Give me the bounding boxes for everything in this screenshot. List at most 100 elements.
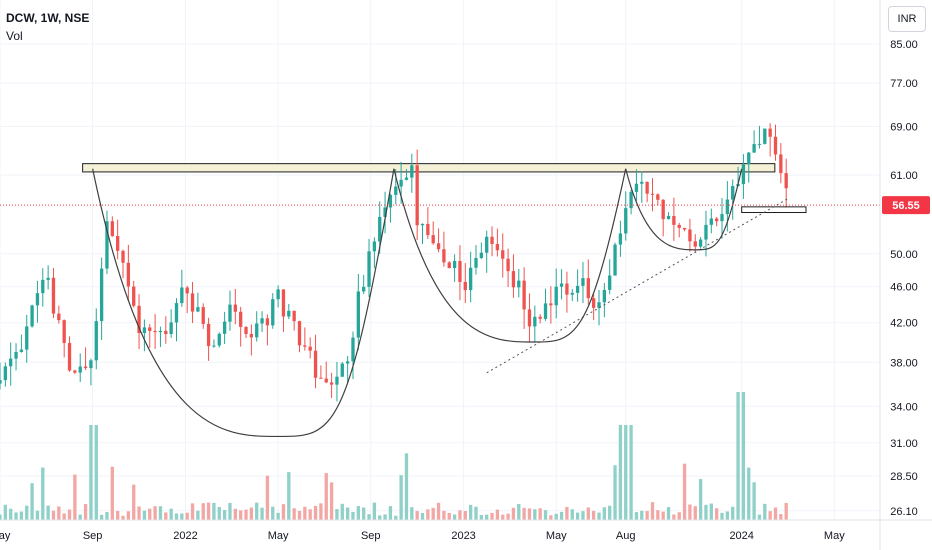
volume-bar xyxy=(132,484,136,520)
candle-body xyxy=(62,320,66,343)
y-tick-label: 61.00 xyxy=(890,170,918,182)
volume-bar xyxy=(597,512,601,520)
volume-bar xyxy=(388,506,393,520)
candle-body xyxy=(463,281,467,291)
volume-bar xyxy=(67,509,72,520)
volume-bar xyxy=(0,514,2,520)
currency-button[interactable]: INR xyxy=(888,6,926,32)
candle-body xyxy=(490,236,494,245)
volume-bar xyxy=(624,425,628,520)
candle-body xyxy=(677,224,681,228)
volume-bar xyxy=(581,511,585,520)
volume-bar xyxy=(335,509,339,520)
candle-body xyxy=(244,326,248,334)
candle-body xyxy=(565,283,569,295)
volume-bar xyxy=(698,479,703,520)
candle-body xyxy=(458,260,462,282)
volume-bar xyxy=(228,502,232,520)
candle-body xyxy=(709,218,713,225)
cup-arc xyxy=(625,168,743,251)
volume-bar xyxy=(763,503,767,520)
volume-bar xyxy=(725,511,730,520)
candle-body xyxy=(228,304,232,322)
volume-bar xyxy=(608,505,612,520)
volume-bar xyxy=(158,506,163,520)
candle-body xyxy=(420,223,425,226)
candle-body xyxy=(682,227,687,230)
candle-body xyxy=(110,221,114,237)
volume-bar xyxy=(276,512,280,520)
candle-body xyxy=(25,326,29,350)
candle-body xyxy=(410,165,414,178)
candle-body xyxy=(570,292,574,295)
volume-bar xyxy=(308,509,312,520)
candle-body xyxy=(324,378,328,383)
volume-bar xyxy=(180,513,184,520)
candle-body xyxy=(527,309,532,327)
volume-bar xyxy=(297,510,302,520)
volume-bar xyxy=(677,512,681,520)
volume-bar xyxy=(768,511,772,520)
candle-body xyxy=(271,299,275,326)
volume-bar xyxy=(345,507,350,520)
candle-body xyxy=(511,271,516,288)
volume-bar xyxy=(543,510,548,520)
volume-bar xyxy=(35,510,40,520)
y-tick-label: 85.00 xyxy=(890,39,918,51)
candle-body xyxy=(99,268,104,322)
volume-bar xyxy=(14,512,18,520)
volume-bar xyxy=(506,513,510,520)
volume-bar xyxy=(618,425,623,520)
candle-body xyxy=(3,366,8,381)
candle-body xyxy=(618,233,623,245)
volume-bar xyxy=(244,509,248,520)
candles[interactable] xyxy=(0,123,788,402)
candle-body xyxy=(452,260,457,269)
candle-body xyxy=(549,303,553,306)
volume-bar xyxy=(57,506,61,520)
x-tick-label: 2023 xyxy=(451,530,475,542)
volume-bar xyxy=(591,510,596,520)
volume-bar xyxy=(468,504,473,520)
candle-body xyxy=(329,382,334,385)
candle-body xyxy=(0,380,2,384)
volume-bar xyxy=(559,511,564,520)
volume-bar xyxy=(94,425,98,520)
candle-body xyxy=(394,186,398,195)
candle-body xyxy=(661,199,665,220)
candle-body xyxy=(132,286,136,306)
volume-bar xyxy=(693,506,697,520)
y-tick-label: 31.00 xyxy=(890,438,918,450)
volume-bar xyxy=(212,502,216,520)
volume-bar xyxy=(367,514,371,520)
volume-bar xyxy=(126,511,131,520)
volume-bar xyxy=(105,511,109,520)
volume-bar xyxy=(30,483,34,520)
x-tick-label: May xyxy=(546,530,567,542)
candle-body xyxy=(554,286,558,306)
candle-body xyxy=(303,345,307,347)
y-tick-label: 38.00 xyxy=(890,357,918,369)
volume-bar xyxy=(399,475,403,520)
volume-bar xyxy=(463,511,467,520)
y-tick-label: 42.00 xyxy=(890,318,918,330)
volume-bar xyxy=(629,425,633,520)
volume-bar xyxy=(340,503,344,520)
candle-body xyxy=(656,194,660,200)
candle-body xyxy=(67,342,72,371)
x-tick-label: May xyxy=(824,530,845,542)
candle-body xyxy=(73,370,77,373)
candle-body xyxy=(757,143,762,145)
candle-body xyxy=(773,136,778,155)
candle-body xyxy=(46,277,50,280)
volume-bar xyxy=(372,502,377,520)
candle-body xyxy=(174,303,179,323)
candle-body xyxy=(378,216,382,242)
volume-bar xyxy=(73,474,77,520)
volume-bar xyxy=(255,502,259,520)
volume-bar xyxy=(650,502,655,520)
volume-bar xyxy=(121,515,125,520)
volume-bar xyxy=(153,506,157,520)
candle-body xyxy=(779,154,783,174)
candle-body xyxy=(105,221,109,269)
